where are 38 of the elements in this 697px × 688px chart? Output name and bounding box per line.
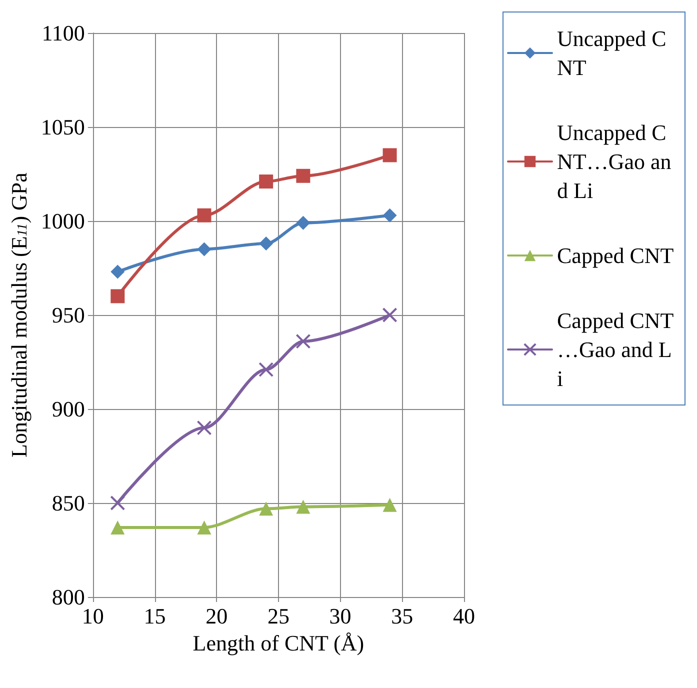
x-tick-label: 15	[144, 604, 166, 628]
x-tick-label: 35	[391, 604, 414, 628]
legend-label: Capped CNT…Gao and Li	[557, 308, 674, 391]
y-axis-title: Longitudinal modulus (E11) GPa	[6, 172, 32, 458]
point	[110, 264, 125, 279]
point	[259, 236, 274, 251]
point	[259, 502, 274, 516]
point	[197, 242, 212, 256]
y-tick-label: 1100	[42, 20, 85, 46]
y-tick-label: 1050	[40, 114, 85, 140]
point	[296, 168, 310, 183]
point	[110, 289, 125, 304]
point	[196, 420, 212, 436]
x-tick-label: 40	[453, 604, 475, 628]
point	[259, 174, 274, 189]
point	[110, 496, 126, 510]
point	[296, 334, 311, 349]
point	[110, 520, 125, 534]
legend-label: Uncapped CNT…Gao and Li	[557, 120, 672, 203]
point	[296, 500, 310, 514]
point	[296, 216, 310, 230]
point	[197, 208, 212, 222]
point	[258, 362, 274, 378]
y-tick-label: 900	[52, 396, 85, 422]
point	[382, 148, 397, 162]
y-tick-label: 950	[52, 302, 85, 328]
point	[197, 520, 212, 534]
x-tick-label: 25	[267, 604, 290, 628]
y-tick-label: 1000	[40, 208, 85, 234]
point	[382, 208, 397, 222]
point	[382, 308, 398, 322]
point	[382, 498, 397, 512]
y-tick-label: 850	[52, 490, 85, 516]
legend-label: Uncapped CNT	[557, 26, 666, 80]
legend-label: Capped CNT	[557, 243, 674, 268]
x-tick-label: 30	[329, 604, 352, 628]
x-axis-title: Length of CNT (Å)	[192, 630, 364, 656]
x-tick-label: 20	[206, 604, 228, 628]
